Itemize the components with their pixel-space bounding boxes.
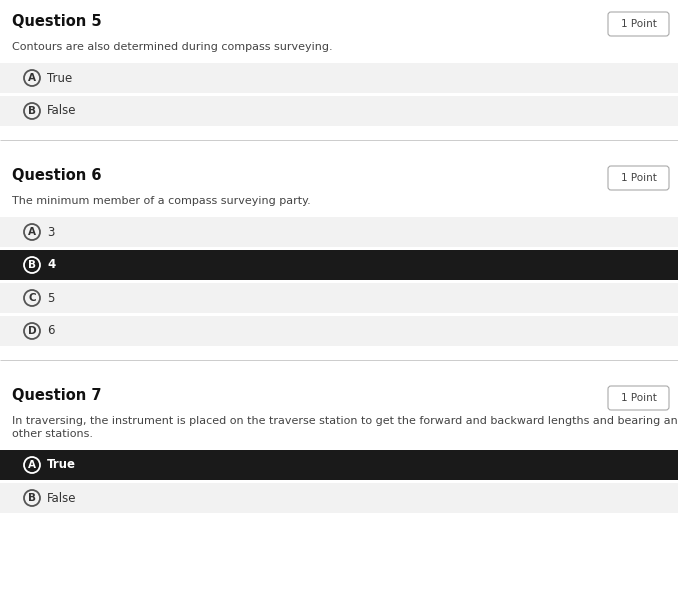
Text: 1 Point: 1 Point — [620, 173, 656, 183]
Text: True: True — [47, 458, 76, 472]
Bar — [0, 483, 678, 513]
Text: B: B — [28, 260, 36, 270]
Text: Question 6: Question 6 — [12, 168, 102, 183]
Text: 1 Point: 1 Point — [620, 19, 656, 29]
FancyBboxPatch shape — [608, 386, 669, 410]
Bar — [0, 450, 678, 480]
Bar — [0, 96, 678, 126]
Text: 4: 4 — [47, 259, 55, 272]
Bar — [0, 217, 678, 247]
Text: True: True — [47, 71, 73, 85]
Text: 5: 5 — [47, 292, 54, 304]
Bar — [0, 63, 678, 93]
Text: In traversing, the instrument is placed on the traverse station to get the forwa: In traversing, the instrument is placed … — [12, 416, 678, 426]
Bar — [0, 316, 678, 346]
Text: Contours are also determined during compass surveying.: Contours are also determined during comp… — [12, 42, 333, 52]
Text: False: False — [47, 104, 77, 118]
Text: 6: 6 — [47, 324, 54, 338]
Text: A: A — [28, 227, 36, 237]
Text: B: B — [28, 493, 36, 503]
Text: D: D — [28, 326, 37, 336]
FancyBboxPatch shape — [608, 166, 669, 190]
Text: B: B — [28, 106, 36, 116]
Text: 3: 3 — [47, 225, 54, 239]
Bar — [0, 250, 678, 280]
FancyBboxPatch shape — [608, 12, 669, 36]
Text: other stations.: other stations. — [12, 429, 93, 439]
Text: C: C — [28, 293, 36, 303]
Text: Question 7: Question 7 — [12, 388, 102, 403]
Text: A: A — [28, 73, 36, 83]
Text: The minimum member of a compass surveying party.: The minimum member of a compass surveyin… — [12, 196, 311, 206]
Text: False: False — [47, 492, 77, 504]
Bar — [0, 283, 678, 313]
Text: Question 5: Question 5 — [12, 14, 102, 29]
Text: 1 Point: 1 Point — [620, 393, 656, 403]
Text: A: A — [28, 460, 36, 470]
